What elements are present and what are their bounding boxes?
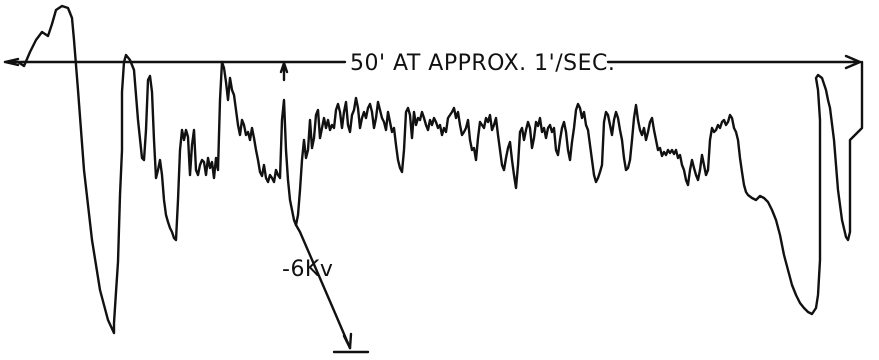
voltage-scale-arrow (294, 223, 352, 350)
baseline-left-arrow (3, 57, 26, 67)
trigger-marker (279, 61, 289, 82)
voltage-label: -6Kv (282, 257, 333, 282)
voltage-scale-arrowhead (342, 332, 353, 350)
voltage-trace (16, 4, 864, 335)
baseline-right-arrow (844, 54, 862, 70)
time-scale-label: 50' AT APPROX. 1'/SEC. (350, 51, 615, 76)
